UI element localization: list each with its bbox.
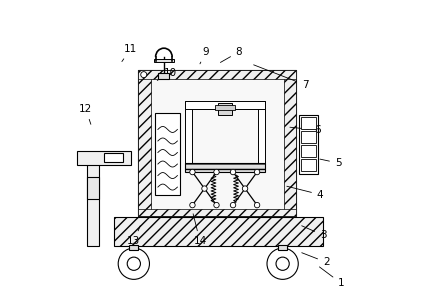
Bar [215,105,235,110]
Circle shape [141,72,147,78]
Circle shape [276,257,289,270]
Bar [129,245,138,249]
Bar [114,217,323,246]
Bar [278,245,287,249]
Bar [87,153,99,246]
Text: 1: 1 [320,267,344,288]
Bar [87,177,99,199]
Bar [299,115,318,174]
Circle shape [242,186,248,191]
Circle shape [254,202,260,208]
Text: 3: 3 [302,226,327,240]
Circle shape [254,169,260,175]
Bar [154,59,174,62]
Bar [138,209,296,216]
Bar [218,103,232,115]
Bar [258,101,265,166]
Text: 4: 4 [287,186,324,200]
Bar [104,153,123,162]
Bar [138,70,296,216]
Circle shape [267,248,298,279]
Circle shape [214,202,219,208]
Circle shape [190,169,195,175]
Bar [301,146,316,157]
Circle shape [202,186,207,191]
Bar [283,70,296,216]
Bar [185,101,191,166]
Bar [301,131,316,143]
Text: 5: 5 [320,158,341,168]
Text: 6: 6 [290,125,320,135]
Bar [185,101,265,109]
Text: 13: 13 [127,226,140,246]
Text: 10: 10 [157,68,177,80]
Bar [138,70,151,216]
Circle shape [127,257,140,270]
Bar [155,114,181,194]
Bar [138,70,296,79]
Circle shape [190,202,195,208]
Text: 2: 2 [302,253,330,267]
Text: 7: 7 [254,65,309,90]
Bar [185,163,265,172]
Text: 8: 8 [221,47,242,63]
Bar [158,73,169,79]
Bar [301,117,316,129]
Circle shape [118,248,150,279]
Text: 12: 12 [79,104,92,124]
Circle shape [214,169,219,175]
Circle shape [230,202,236,208]
Circle shape [230,169,236,175]
Text: 14: 14 [193,214,207,246]
Bar [301,159,316,171]
Text: 11: 11 [122,44,137,62]
Bar [77,151,131,165]
Text: 9: 9 [200,47,209,64]
